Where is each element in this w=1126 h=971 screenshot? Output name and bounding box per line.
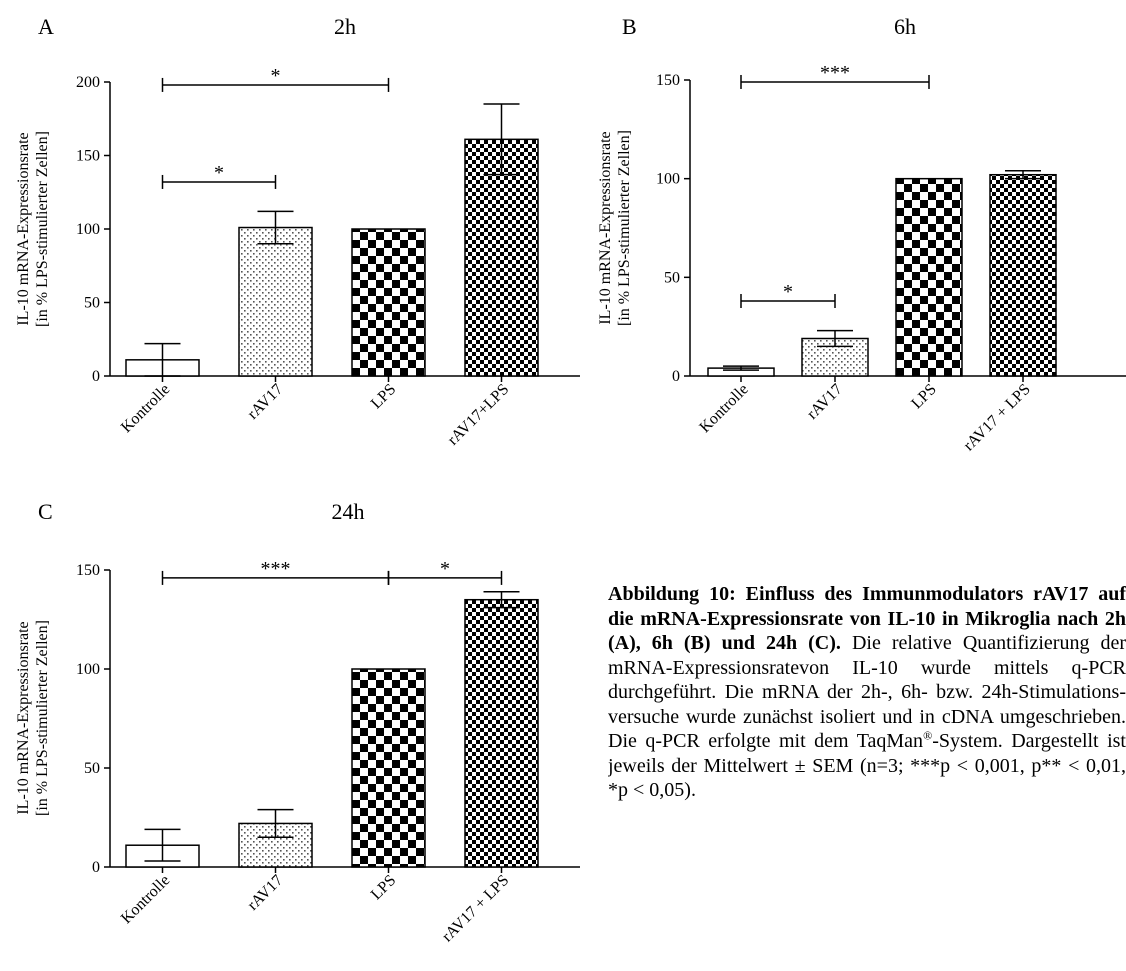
y-tick-label: 100 (76, 221, 100, 238)
panel-letter: C (38, 499, 53, 524)
y-tick-label: 0 (92, 859, 100, 876)
y-tick-label: 150 (76, 148, 100, 165)
caption-body: Die relative Quantifizierung der mRNA-Ex… (608, 632, 1126, 752)
significance-label: * (440, 558, 450, 580)
significance-label: * (783, 281, 793, 303)
caption-registered-mark: ® (923, 728, 933, 743)
y-tick-label: 50 (664, 269, 680, 286)
y-tick-label: 50 (84, 760, 100, 777)
y-tick-label: 200 (76, 74, 100, 91)
x-tick-label: rAV17 + LPS (960, 381, 1034, 455)
significance-label: * (271, 65, 281, 87)
chart-title: 2h (334, 14, 356, 39)
y-axis-label-line1: IL-10 mRNA-Expressionsrate (597, 131, 614, 324)
y-axis-label: IL-10 mRNA-Expressionsrate [in % LPS-stim… (15, 620, 51, 816)
y-tick-label: 100 (76, 661, 100, 678)
bar-2 (895, 177, 963, 377)
x-tick-label: LPS (368, 872, 400, 904)
x-tick-label: rAV17+LPS (444, 381, 512, 449)
panel-c: C 24h IL-10 mRNA-Expressionsrate [in % LPS-… (15, 499, 580, 945)
x-tick-label: rAV17 (804, 381, 846, 423)
y-tick-label: 150 (76, 562, 100, 579)
y-tick-label: 150 (656, 72, 680, 89)
panel-b: B 6h IL-10 mRNA-Expressionsrate [in % LPS-s… (597, 14, 1126, 454)
y-axis-label-line2: [in % LPS-stimulierter Zellen] (616, 130, 633, 326)
x-tick-label: Kontrolle (118, 381, 173, 436)
x-tick-label: rAV17 (244, 872, 286, 914)
y-axis-label: IL-10 mRNA-Expressionsrate [in % LPS-stim… (597, 130, 633, 326)
y-tick-label: 100 (656, 171, 680, 188)
x-tick-label: LPS (908, 381, 940, 413)
x-tick-label: rAV17 (244, 381, 286, 423)
y-axis-label-line2: [in % LPS-stimulierter Zellen] (34, 620, 51, 816)
x-tick-label: rAV17 + LPS (439, 872, 513, 946)
significance-label: * (214, 162, 224, 184)
panel-a: A 2h IL-10 mRNA-Expressionsrate [in % LPS-s… (15, 14, 580, 449)
bar-2 (351, 668, 426, 868)
bar-3 (989, 173, 1057, 377)
y-tick-label: 0 (92, 368, 100, 385)
bar-2 (351, 228, 426, 377)
panel-letter: B (622, 14, 637, 39)
figure-caption: Abbildung 10: Einfluss des Immunmodulato… (608, 582, 1126, 803)
significance-label: *** (820, 62, 850, 84)
panel-letter: A (38, 14, 54, 39)
significance-label: *** (261, 558, 291, 580)
y-axis-label-line1: IL-10 mRNA-Expressionsrate (15, 132, 32, 325)
chart-title: 24h (332, 499, 365, 524)
y-axis-label: IL-10 mRNA-Expressionsrate [in % LPS-stim… (15, 131, 51, 327)
bar-3 (464, 598, 539, 868)
chart-title: 6h (894, 14, 916, 39)
caption-body-end: -System. Dargestellt ist jeweils der Mit… (608, 730, 1126, 801)
y-axis-label-line2: [in % LPS-stimulierter Zellen] (34, 131, 51, 327)
x-tick-label: Kontrolle (696, 381, 751, 436)
y-tick-label: 0 (672, 368, 680, 385)
y-tick-label: 50 (84, 295, 100, 312)
y-axis-label-line1: IL-10 mRNA-Expressionsrate (15, 621, 32, 814)
bar-1 (238, 226, 313, 377)
caption-title: Abbildung 10: Einfluss des Immunmodulato… (608, 583, 1126, 654)
x-tick-label: LPS (368, 381, 400, 413)
x-tick-label: Kontrolle (118, 872, 173, 927)
